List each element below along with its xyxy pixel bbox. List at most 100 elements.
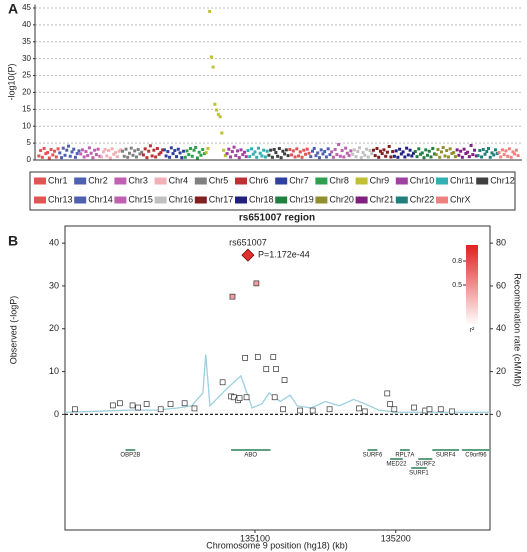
point — [182, 149, 186, 153]
point — [241, 153, 245, 157]
point — [483, 152, 487, 156]
snp — [229, 293, 236, 300]
snp — [167, 401, 174, 407]
point — [415, 155, 419, 159]
legend-label: Chr16 — [169, 194, 194, 204]
point — [195, 156, 199, 160]
snp — [426, 406, 433, 413]
point — [516, 154, 520, 158]
point — [410, 154, 414, 158]
point — [413, 150, 417, 154]
point — [389, 155, 393, 159]
point — [232, 145, 236, 149]
point — [159, 151, 163, 155]
panel-label: A — [8, 1, 18, 17]
point — [138, 152, 142, 156]
legend-label: Chr9 — [370, 175, 390, 185]
legend-label: Chr2 — [88, 175, 108, 185]
point — [237, 156, 241, 160]
point — [134, 155, 138, 159]
point — [331, 155, 335, 159]
point — [269, 148, 273, 152]
point — [419, 152, 423, 156]
point — [361, 151, 365, 155]
snp — [270, 354, 277, 360]
point — [342, 155, 346, 159]
lead-label: rs651007 — [229, 237, 267, 247]
point — [39, 149, 43, 153]
snp — [231, 394, 237, 401]
point — [169, 146, 173, 150]
legend-swatch — [194, 177, 207, 185]
point — [260, 154, 264, 158]
point — [131, 153, 135, 157]
point — [290, 153, 294, 157]
legend-label: Chr20 — [329, 194, 354, 204]
point — [283, 152, 287, 156]
point — [460, 155, 464, 159]
point — [54, 155, 58, 159]
point — [314, 154, 318, 158]
point — [115, 155, 119, 159]
point — [499, 155, 503, 159]
point — [446, 155, 450, 159]
point — [162, 148, 166, 152]
point — [502, 153, 506, 157]
point — [394, 149, 398, 153]
point — [61, 146, 65, 150]
snp — [280, 406, 286, 413]
point — [188, 147, 192, 151]
snp — [135, 404, 142, 411]
legend-swatch — [436, 177, 448, 185]
point — [373, 154, 377, 158]
point — [110, 147, 114, 151]
legend-label: Chr8 — [329, 175, 349, 185]
point — [507, 147, 511, 151]
point — [471, 153, 475, 157]
point — [335, 153, 339, 157]
snp — [281, 377, 288, 383]
point — [122, 154, 126, 158]
point — [213, 102, 217, 106]
snp — [356, 405, 362, 412]
point — [255, 155, 259, 159]
point — [439, 150, 443, 154]
point — [432, 152, 436, 156]
legend-swatch — [395, 196, 408, 204]
y2-tick-label: 40 — [496, 323, 506, 333]
point — [124, 147, 128, 151]
point — [497, 151, 501, 155]
point — [263, 155, 267, 159]
point — [279, 156, 283, 160]
point — [358, 146, 362, 150]
point — [180, 156, 184, 160]
y-tick-label: 30 — [22, 54, 31, 63]
point — [58, 151, 62, 155]
y2-axis-label: Recombination rate (cM/Mb) — [513, 273, 523, 387]
plot-frame — [64, 225, 491, 531]
point — [466, 150, 470, 154]
legend-label: Chr18 — [249, 194, 274, 204]
point — [462, 147, 466, 151]
gene-label: SURF2 — [415, 462, 435, 468]
point — [277, 147, 281, 151]
point — [500, 148, 504, 152]
legend-swatch — [315, 177, 328, 185]
point — [42, 147, 46, 151]
gene-label: C9orf96 — [465, 453, 487, 459]
point — [227, 147, 231, 151]
snp — [219, 379, 226, 386]
point — [49, 148, 53, 152]
point — [345, 151, 349, 155]
snp — [297, 407, 303, 414]
point — [293, 155, 297, 159]
point — [267, 153, 271, 157]
point — [201, 148, 205, 152]
point — [93, 148, 97, 152]
point — [319, 148, 323, 152]
point — [324, 155, 328, 159]
point — [70, 150, 74, 154]
y2-tick-label: 0 — [496, 409, 501, 419]
point — [91, 156, 95, 160]
point — [307, 151, 311, 155]
